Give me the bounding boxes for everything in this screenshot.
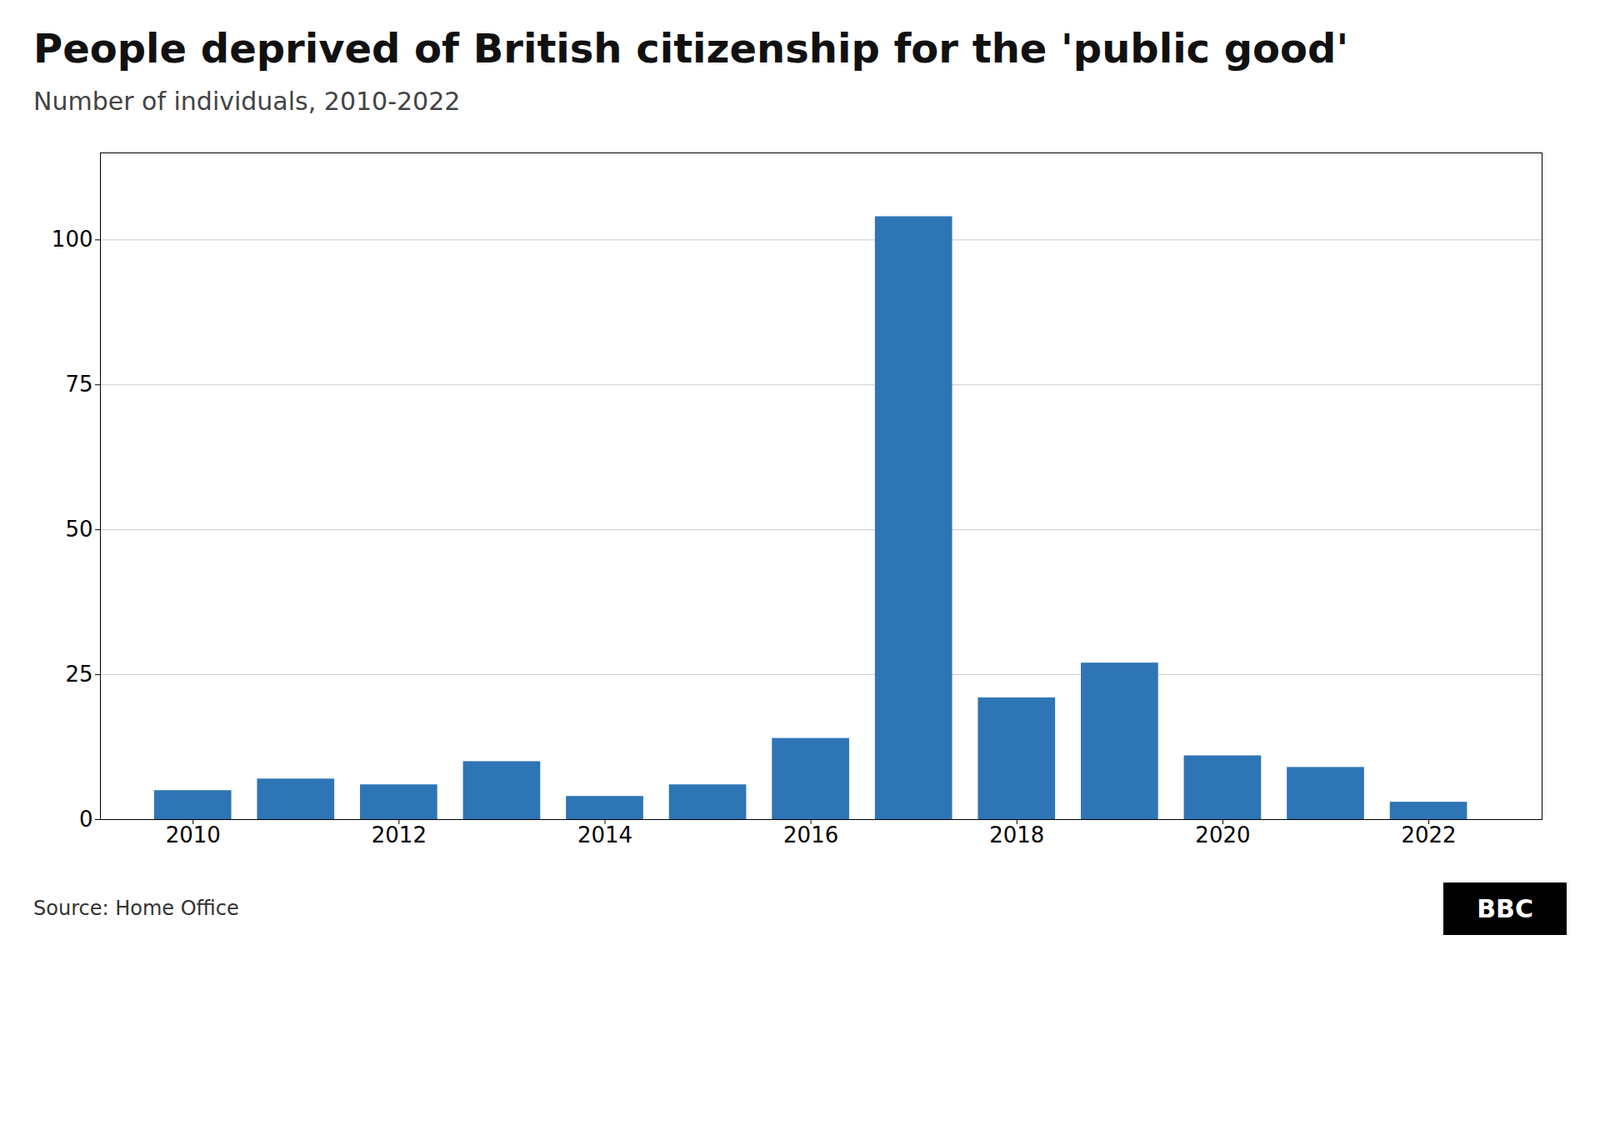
svg-text:0: 0 — [79, 805, 94, 831]
svg-text:2010: 2010 — [165, 822, 221, 848]
html-text:Number of individuals, 2010-20: Number of individuals, 2010-2022 — [33, 86, 461, 116]
html-text:People deprived of British cit: People deprived of British citizenship f… — [33, 25, 1349, 72]
svg-text:100: 100 — [51, 226, 94, 252]
svg-text:2014: 2014 — [577, 822, 633, 848]
html-text:BBC: BBC — [1476, 893, 1534, 923]
svg-text:25: 25 — [65, 661, 93, 687]
svg-text:50: 50 — [65, 516, 93, 542]
svg-text:2012: 2012 — [371, 822, 427, 848]
svg-text:75: 75 — [65, 371, 93, 397]
svg-text:2022: 2022 — [1400, 822, 1456, 848]
html-text:Source: Home Office: Source: Home Office — [33, 896, 239, 921]
svg-text:2018: 2018 — [989, 822, 1045, 848]
svg-text:2016: 2016 — [783, 822, 839, 848]
svg-text:2020: 2020 — [1195, 822, 1250, 848]
